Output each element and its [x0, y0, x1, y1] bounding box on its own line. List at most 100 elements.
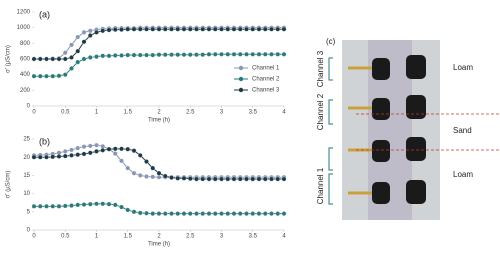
data-point — [137, 173, 143, 178]
legend-marker — [238, 65, 244, 71]
y-tick-label: 400 — [20, 72, 31, 78]
data-point — [187, 26, 193, 32]
layer-boundaries — [356, 113, 500, 151]
data-point — [206, 51, 212, 57]
data-point — [231, 211, 237, 216]
data-point — [187, 176, 193, 182]
data-point — [212, 26, 218, 32]
legend-marker — [238, 76, 244, 82]
data-point — [169, 175, 174, 180]
data-point — [106, 146, 112, 152]
data-point — [37, 56, 43, 62]
y-tick-label: 15 — [23, 173, 30, 179]
data-point — [125, 207, 131, 213]
data-point — [231, 51, 237, 57]
y-tick-label: 1200 — [17, 10, 31, 16]
data-point — [75, 59, 81, 65]
data-point — [119, 204, 124, 210]
data-point — [219, 176, 224, 182]
data-point — [150, 174, 156, 180]
data-point — [269, 211, 274, 216]
data-point — [69, 147, 74, 153]
data-point — [156, 52, 162, 58]
data-point — [162, 52, 168, 58]
data-point — [144, 159, 149, 164]
data-point — [187, 52, 193, 58]
data-point — [200, 26, 206, 32]
data-point — [31, 73, 37, 79]
panel-label: (b) — [39, 136, 50, 146]
data-point — [256, 176, 262, 182]
data-point — [87, 201, 93, 207]
data-point — [256, 51, 262, 57]
data-point — [44, 73, 49, 79]
data-point — [112, 146, 118, 152]
data-point — [100, 28, 106, 34]
data-point — [250, 176, 256, 182]
data-point — [56, 73, 62, 79]
legend-label: Channel 2 — [252, 77, 280, 83]
data-point — [44, 56, 49, 62]
channel-label: Channel 1 — [316, 167, 325, 204]
x-tick-label: 1 — [95, 110, 99, 116]
data-point — [231, 26, 237, 32]
data-point — [150, 211, 156, 216]
data-point — [69, 42, 74, 48]
data-point — [50, 154, 56, 160]
data-point — [56, 203, 62, 209]
x-tick-label: 0.5 — [61, 110, 70, 116]
data-point — [262, 176, 268, 182]
data-point — [75, 202, 81, 208]
data-point — [206, 176, 212, 182]
data-point — [237, 176, 243, 182]
data-point — [37, 154, 43, 160]
data-point — [144, 174, 149, 179]
data-point — [231, 176, 237, 182]
data-point — [256, 26, 262, 32]
legend-label: Channel 3 — [252, 88, 280, 94]
data-point — [31, 203, 37, 209]
data-point — [150, 52, 156, 58]
legend-label: Channel 1 — [252, 66, 280, 72]
data-point — [269, 51, 274, 57]
x-tick-label: 1.5 — [124, 234, 133, 240]
data-point — [62, 153, 68, 159]
data-point — [212, 176, 218, 182]
data-point — [275, 176, 281, 182]
data-point — [262, 211, 268, 216]
data-point — [62, 203, 68, 209]
data-point — [237, 51, 243, 57]
data-point — [144, 26, 149, 32]
data-point — [150, 165, 156, 171]
data-point — [269, 176, 274, 182]
y-tick-label: 800 — [20, 41, 31, 47]
data-point — [87, 143, 93, 149]
data-point — [187, 211, 193, 216]
y-tick-label: 0 — [27, 228, 31, 234]
channel-label: Channel 3 — [316, 50, 325, 87]
layer-label: Sand — [453, 126, 472, 135]
x-tick-label: 4 — [282, 110, 286, 116]
data-point — [194, 52, 199, 58]
x-tick-label: 1 — [95, 234, 99, 240]
data-point — [275, 26, 281, 32]
data-point — [144, 210, 149, 216]
data-point — [175, 175, 181, 181]
data-point — [119, 146, 124, 152]
data-point — [275, 51, 281, 57]
data-point — [219, 26, 224, 32]
y-axis-title: σ' (µS/cm) — [6, 171, 12, 199]
data-point — [31, 154, 37, 160]
x-tick-label: 0 — [32, 234, 36, 240]
data-point — [62, 50, 68, 56]
data-point — [156, 26, 162, 32]
x-axis-title: Time (h) — [148, 118, 170, 124]
data-point — [244, 26, 249, 32]
x-tick-label: 2 — [157, 234, 161, 240]
data-point — [62, 149, 68, 154]
data-point — [87, 33, 93, 38]
data-point — [212, 211, 218, 216]
data-point — [162, 173, 168, 179]
data-point — [131, 209, 137, 215]
x-tick-label: 4 — [282, 234, 286, 240]
